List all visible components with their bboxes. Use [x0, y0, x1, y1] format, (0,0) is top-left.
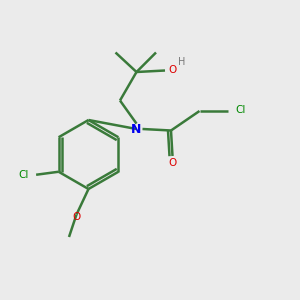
- Text: H: H: [178, 57, 185, 67]
- Text: N: N: [131, 122, 142, 136]
- Text: O: O: [168, 158, 177, 168]
- Text: Cl: Cl: [18, 170, 28, 180]
- Text: O: O: [169, 65, 177, 75]
- Text: O: O: [72, 212, 81, 222]
- Text: Cl: Cl: [236, 105, 246, 116]
